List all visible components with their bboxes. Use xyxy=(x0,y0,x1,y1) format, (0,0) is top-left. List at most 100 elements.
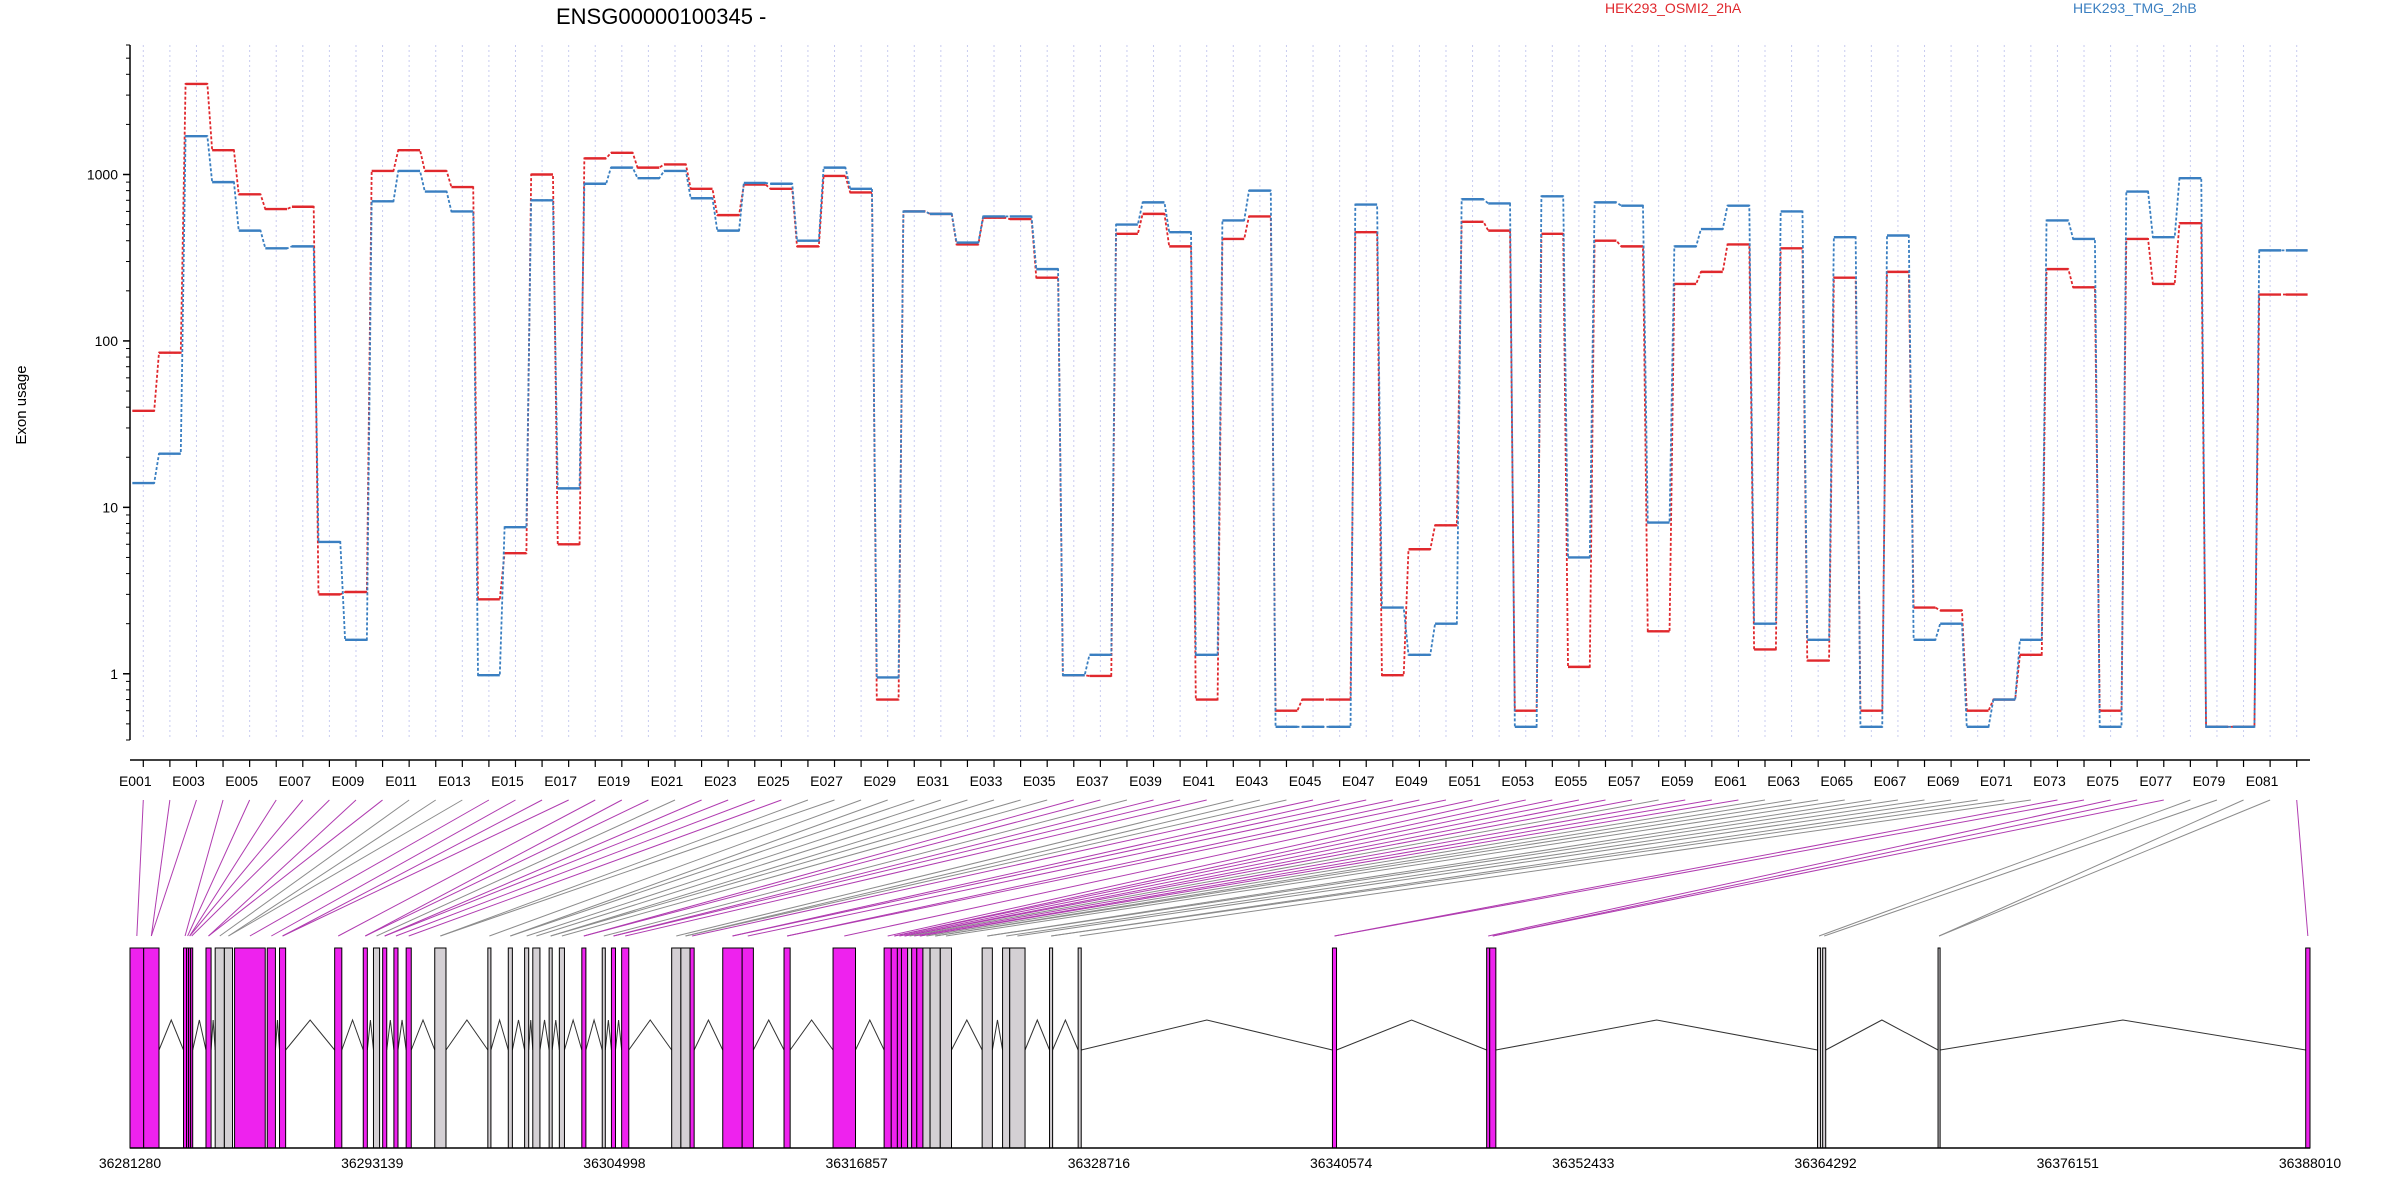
exon-connector xyxy=(685,799,1260,937)
exon-box xyxy=(1002,947,1011,1149)
x-tick-label: E065 xyxy=(1820,773,1853,789)
exon-connector xyxy=(987,799,1899,937)
x-tick-label: E051 xyxy=(1448,773,1481,789)
exon-connector xyxy=(747,799,1393,937)
exon-connector xyxy=(1334,799,2085,937)
exon-connector xyxy=(676,799,1234,937)
exon-box xyxy=(405,947,412,1149)
exon-connector xyxy=(894,799,1526,937)
genomic-coordinate-label: 36340574 xyxy=(1310,1155,1373,1171)
intron-line xyxy=(551,1019,560,1051)
exon-connector xyxy=(365,799,623,937)
exon-box xyxy=(929,947,941,1149)
exon-box xyxy=(722,947,743,1149)
x-tick-label: E043 xyxy=(1236,773,1269,789)
intron-line xyxy=(192,1019,207,1051)
exon-connector xyxy=(1824,799,2218,937)
x-tick-label: E023 xyxy=(704,773,737,789)
exon-connector xyxy=(395,799,755,937)
x-tick-label: E073 xyxy=(2033,773,2066,789)
exon-connector xyxy=(786,799,1420,937)
exon-connector xyxy=(909,799,1659,937)
exon-box xyxy=(896,947,902,1149)
exon-connector xyxy=(189,799,277,937)
exon-box xyxy=(922,947,931,1149)
exon-box xyxy=(2305,947,2311,1149)
exon-box xyxy=(558,947,565,1149)
exon-box xyxy=(883,947,892,1149)
exon-box xyxy=(234,947,266,1149)
exon-box xyxy=(434,947,447,1149)
intron-line xyxy=(445,1019,489,1051)
x-tick-label: E061 xyxy=(1714,773,1747,789)
legend-label-series-1: HEK293_OSMI2_2hA xyxy=(1605,0,1742,16)
x-tick-label: E007 xyxy=(278,773,311,789)
x-tick-label: E029 xyxy=(863,773,896,789)
exon-connector xyxy=(150,799,171,937)
exon-connector xyxy=(583,799,1101,937)
exon-connector xyxy=(1488,799,2111,937)
intron-line xyxy=(615,1019,623,1051)
exon-connector xyxy=(904,799,1633,937)
genomic-coordinate-label: 36376151 xyxy=(2037,1155,2100,1171)
exon-connector xyxy=(899,799,1580,937)
exon-connector xyxy=(282,799,543,937)
intron-line xyxy=(366,1019,374,1051)
exon-connector xyxy=(894,799,1553,937)
exon-connector xyxy=(1006,799,1925,937)
exon-connector xyxy=(526,799,942,937)
exon-connector xyxy=(384,799,729,937)
intron-line xyxy=(285,1019,336,1051)
exon-connector xyxy=(1938,799,2271,937)
intron-line xyxy=(210,1019,216,1051)
exon-box xyxy=(601,947,606,1149)
intron-line xyxy=(274,1019,281,1051)
x-tick-label: E041 xyxy=(1182,773,1215,789)
exon-box xyxy=(916,947,924,1149)
exon-connector xyxy=(228,799,437,937)
exon-box xyxy=(939,947,953,1149)
exon-connector xyxy=(1017,799,1952,937)
genomic-coordinate-label: 36281280 xyxy=(99,1155,162,1171)
exon-connector xyxy=(228,799,463,937)
x-tick-label: E017 xyxy=(544,773,577,789)
x-tick-label: E047 xyxy=(1342,773,1375,789)
genomic-coordinate-label: 36293139 xyxy=(341,1155,404,1171)
exon-box xyxy=(981,947,993,1149)
intron-line xyxy=(628,1019,673,1051)
intron-line xyxy=(693,1018,724,1051)
exon-connector xyxy=(603,799,1128,937)
exon-connector xyxy=(935,799,1792,937)
exon-connector xyxy=(249,799,490,937)
exon-connector xyxy=(440,799,809,937)
exon-box xyxy=(832,947,857,1149)
genomic-coordinate-label: 36328716 xyxy=(1068,1155,1131,1171)
exon-connector xyxy=(1051,799,1978,937)
intron-line xyxy=(539,1019,550,1051)
exon-connector xyxy=(914,799,1686,937)
exon-box xyxy=(393,947,399,1149)
exon-connector xyxy=(376,799,676,937)
exon-box xyxy=(334,947,343,1149)
exon-connector xyxy=(1492,799,2164,937)
intron-line xyxy=(158,1018,184,1051)
exon-connector xyxy=(1079,799,2031,937)
x-tick-label: E009 xyxy=(332,773,365,789)
exon-connector xyxy=(1334,799,2058,937)
exon-box xyxy=(1822,947,1827,1149)
intron-line xyxy=(1940,1019,2306,1051)
exon-connector xyxy=(691,799,1314,937)
x-tick-label: E081 xyxy=(2246,773,2279,789)
exon-box xyxy=(911,947,918,1149)
x-tick-label: E021 xyxy=(651,773,684,789)
exon-connector xyxy=(732,799,1340,937)
x-tick-label: E079 xyxy=(2193,773,2226,789)
intron-line xyxy=(1336,1019,1487,1051)
exon-box xyxy=(1077,947,1082,1149)
intron-line xyxy=(1825,1019,1939,1051)
x-tick-label: E077 xyxy=(2139,773,2172,789)
intron-line xyxy=(410,1018,436,1051)
intron-line xyxy=(752,1018,785,1051)
exon-connector xyxy=(561,799,1048,937)
